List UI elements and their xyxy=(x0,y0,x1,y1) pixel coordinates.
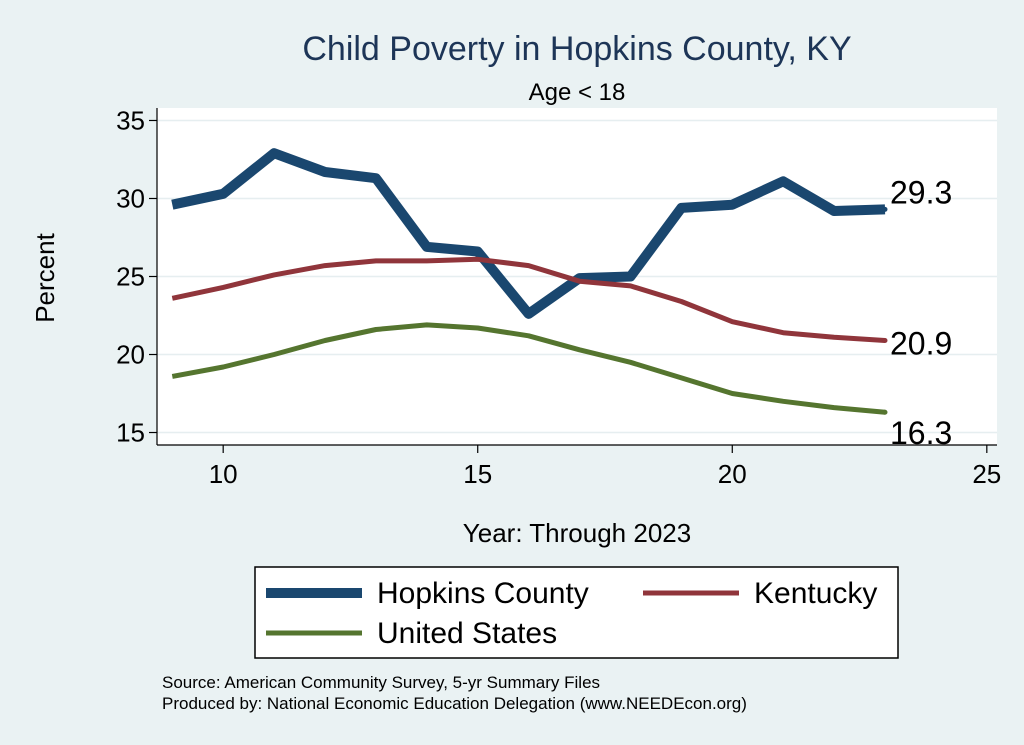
end-labels: 29.3 20.9 16.3 xyxy=(890,174,952,451)
end-point-kentucky xyxy=(882,337,888,343)
series-line-kentucky xyxy=(171,256,886,343)
series-line-hopkins-county xyxy=(171,148,886,319)
end-label-united-states: 16.3 xyxy=(890,415,952,451)
source-note: Source: American Community Survey, 5-yr … xyxy=(162,673,600,692)
legend-label-united-states: United States xyxy=(377,617,557,650)
legend: Hopkins County Kentucky United States xyxy=(254,566,899,659)
end-point-united-states xyxy=(882,409,888,415)
legend-label-kentucky: Kentucky xyxy=(754,577,877,610)
y-tick-label: 35 xyxy=(116,105,145,135)
series-line-united-states xyxy=(171,322,886,415)
y-tick-label: 20 xyxy=(116,340,145,370)
x-tick-label: 25 xyxy=(972,459,1001,489)
axes: 15 20 25 30 35 10 15 20 25 xyxy=(116,105,1001,489)
y-tick-label: 25 xyxy=(116,262,145,292)
y-axis-label: Percent xyxy=(30,232,60,322)
series-lines xyxy=(171,148,888,415)
legend-label-hopkins-county: Hopkins County xyxy=(377,577,589,610)
end-label-kentucky: 20.9 xyxy=(890,325,952,361)
end-point-hopkins-county xyxy=(882,206,888,212)
legend-box xyxy=(254,566,899,659)
end-label-hopkins-county: 29.3 xyxy=(890,174,952,210)
x-tick-label: 15 xyxy=(463,459,492,489)
y-tick-label: 15 xyxy=(116,418,145,448)
y-tick-label: 30 xyxy=(116,183,145,213)
x-tick-label: 10 xyxy=(209,459,238,489)
producer-note: Produced by: National Economic Education… xyxy=(162,694,747,713)
x-tick-label: 20 xyxy=(718,459,747,489)
chart-title: Child Poverty in Hopkins County, KY xyxy=(302,30,851,68)
x-axis-label: Year: Through 2023 xyxy=(463,518,691,548)
chart-subtitle: Age < 18 xyxy=(529,79,626,106)
